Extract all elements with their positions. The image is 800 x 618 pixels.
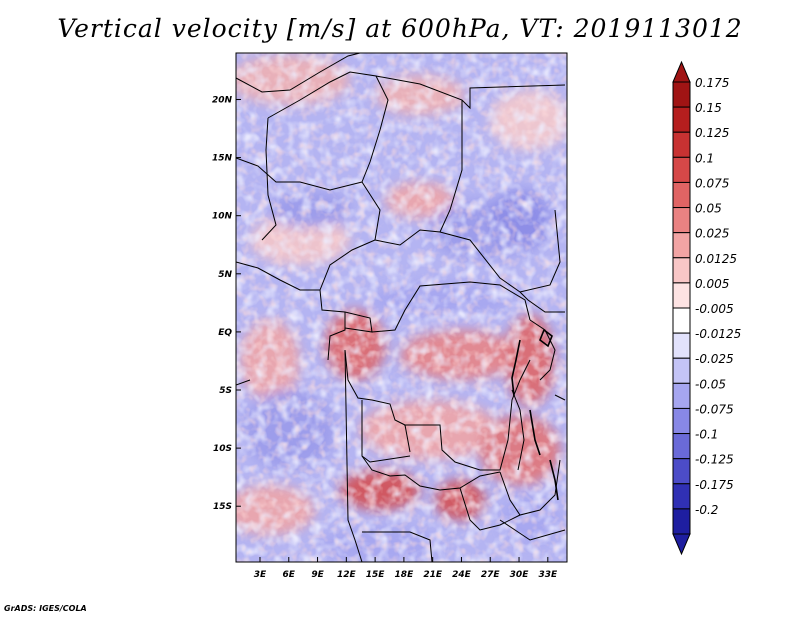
map-frame <box>235 52 568 563</box>
colorbar-label: 0.05 <box>695 202 722 216</box>
colorbar-label: 0.175 <box>695 76 729 90</box>
colorbar-swatch <box>672 207 691 234</box>
lon-tick-label: 30E <box>510 570 530 580</box>
colorbar-swatch <box>672 357 691 384</box>
colorbar-top-cap <box>672 60 691 83</box>
colorbar-label: -0.025 <box>695 352 734 366</box>
colorbar: 0.175 0.15 0.125 0.1 0.075 0.05 0.025 0.0125 0.0… <box>672 60 741 556</box>
colorbar-swatch <box>672 458 691 485</box>
colorbar-swatch <box>672 307 691 334</box>
lon-tick-label: 33E <box>538 570 558 580</box>
lon-tick-label: 21E <box>423 570 443 580</box>
colorbar-swatch <box>672 433 691 460</box>
lat-tick-label: 10N <box>212 212 233 222</box>
colorbar-label: 0.1 <box>695 151 714 165</box>
lat-tick-label: 15N <box>212 154 233 164</box>
colorbar-swatch <box>672 232 691 259</box>
colorbar-label: 0.005 <box>695 277 729 291</box>
lat-tick-label: 15S <box>213 502 232 512</box>
colorbar-label: 0.125 <box>695 126 729 140</box>
lon-tick-label: 6E <box>283 570 296 580</box>
longitude-axis: 3E 6E 9E 12E 15E 18E 21E 24E 27E 30E 33E <box>254 557 558 580</box>
colorbar-swatch <box>672 382 691 409</box>
colorbar-label: -0.2 <box>695 503 718 517</box>
country-borders <box>236 53 566 562</box>
lon-tick-label: 15E <box>366 570 386 580</box>
colorbar-swatch <box>672 257 691 284</box>
colorbar-label: 0.075 <box>695 176 729 190</box>
colorbar-label: -0.05 <box>695 377 726 391</box>
colorbar-swatch <box>672 407 691 435</box>
colorbar-swatch <box>672 483 691 510</box>
lat-tick-label: 5N <box>218 270 232 280</box>
colorbar-label: 0.0125 <box>695 252 737 266</box>
colorbar-label: 0.15 <box>695 101 722 115</box>
lon-tick-label: 27E <box>481 570 501 580</box>
colorbar-label: -0.125 <box>695 453 734 467</box>
lon-tick-label: 9E <box>311 570 324 580</box>
colorbar-label: -0.005 <box>695 302 734 316</box>
lon-tick-label: 18E <box>395 570 415 580</box>
colorbar-swatch <box>672 106 691 133</box>
colorbar-label: -0.1 <box>695 428 718 442</box>
map-title: Vertical velocity [m/s] at 600hPa, VT: 2… <box>57 14 743 43</box>
lat-tick-label: EQ <box>218 328 232 338</box>
colorbar-bottom-cap <box>672 533 691 556</box>
colorbar-label: -0.075 <box>695 402 734 416</box>
lon-tick-label: 3E <box>254 570 267 580</box>
colorbar-swatch <box>672 81 691 108</box>
colorbar-label: 0.025 <box>695 227 729 241</box>
colorbar-swatch <box>672 508 691 535</box>
colorbar-label: -0.0125 <box>695 327 741 341</box>
lat-tick-label: 5S <box>219 386 232 396</box>
colorbar-label: -0.175 <box>695 478 734 492</box>
lat-tick-label: 10S <box>213 444 232 454</box>
lon-tick-label: 24E <box>452 570 472 580</box>
colorbar-swatch <box>672 332 691 359</box>
latitude-axis: 20N 15N 10N 5N EQ 5S 10S 15S <box>212 95 241 512</box>
velocity-field <box>236 53 567 562</box>
colorbar-swatch <box>672 282 691 309</box>
grads-credit: GrADS: IGES/COLA <box>4 604 87 613</box>
lon-tick-label: 12E <box>337 570 357 580</box>
lat-tick-label: 20N <box>212 95 233 105</box>
colorbar-swatch <box>672 131 691 158</box>
colorbar-swatch <box>672 181 691 209</box>
colorbar-swatch <box>672 156 691 183</box>
lake-outlines <box>511 328 559 501</box>
